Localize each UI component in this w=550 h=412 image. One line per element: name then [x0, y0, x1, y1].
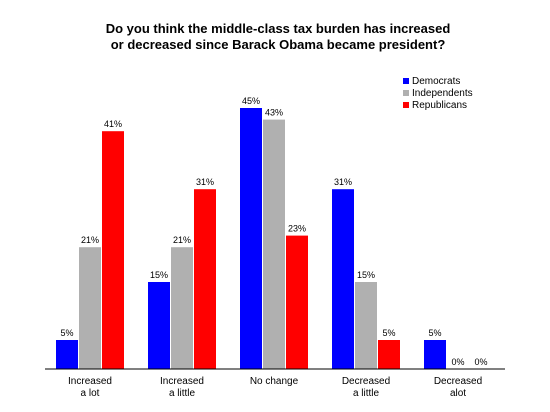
- bar-independents-0: [79, 247, 101, 369]
- data-label-independents-1: 21%: [173, 235, 191, 245]
- category-label-3-line-1: a little: [353, 388, 380, 399]
- bar-republicans-3: [378, 340, 400, 369]
- chart-title-line-2: or decreased since Barack Obama became p…: [111, 37, 446, 52]
- chart-title-line-1: Do you think the middle-class tax burden…: [106, 21, 451, 36]
- data-label-independents-4: 0%: [451, 357, 464, 367]
- data-label-republicans-4: 0%: [474, 357, 487, 367]
- category-label-1-line-0: Increased: [160, 376, 204, 387]
- bar-republicans-0: [102, 131, 124, 369]
- category-label-3-line-0: Decreased: [342, 376, 390, 387]
- data-labels: 5% 21% 41% 15% 21% 31% 45% 43% 23% 31% 15% 5% 5% 0% 0%: [60, 96, 487, 367]
- data-label-republicans-3: 5%: [382, 328, 395, 338]
- bar-democrats-0: [56, 340, 78, 369]
- bar-republicans-1: [194, 189, 216, 369]
- data-label-republicans-2: 23%: [288, 224, 306, 234]
- data-label-republicans-0: 41%: [104, 119, 122, 129]
- data-label-independents-0: 21%: [81, 235, 99, 245]
- data-label-democrats-3: 31%: [334, 177, 352, 187]
- legend-label-independents: Independents: [412, 88, 473, 99]
- category-label-4-line-0: Decreased: [434, 376, 482, 387]
- bar-independents-2: [263, 119, 285, 369]
- bar-independents-1: [171, 247, 193, 369]
- bars: [56, 108, 446, 369]
- legend-swatch-democrats: [403, 78, 409, 84]
- category-label-1-line-1: a little: [169, 388, 196, 399]
- legend-label-democrats: Democrats: [412, 76, 460, 87]
- bar-democrats-1: [148, 282, 170, 369]
- data-label-democrats-0: 5%: [60, 328, 73, 338]
- data-label-independents-2: 43%: [265, 108, 283, 118]
- bar-democrats-4: [424, 340, 446, 369]
- bar-republicans-2: [286, 235, 308, 369]
- data-label-democrats-2: 45%: [242, 96, 260, 106]
- category-label-0-line-0: Increased: [68, 376, 112, 387]
- legend-swatch-republicans: [403, 102, 409, 108]
- bar-democrats-2: [240, 108, 262, 369]
- data-label-republicans-1: 31%: [196, 177, 214, 187]
- category-label-4-line-1: alot: [450, 388, 466, 399]
- bar-independents-3: [355, 282, 377, 369]
- data-label-democrats-4: 5%: [428, 328, 441, 338]
- legend-label-republicans: Republicans: [412, 100, 467, 111]
- data-label-democrats-1: 15%: [150, 270, 168, 280]
- category-label-2-line-0: No change: [250, 376, 299, 387]
- data-label-independents-3: 15%: [357, 270, 375, 280]
- bar-democrats-3: [332, 189, 354, 369]
- category-label-0-line-1: a lot: [81, 388, 100, 399]
- legend-swatch-independents: [403, 90, 409, 96]
